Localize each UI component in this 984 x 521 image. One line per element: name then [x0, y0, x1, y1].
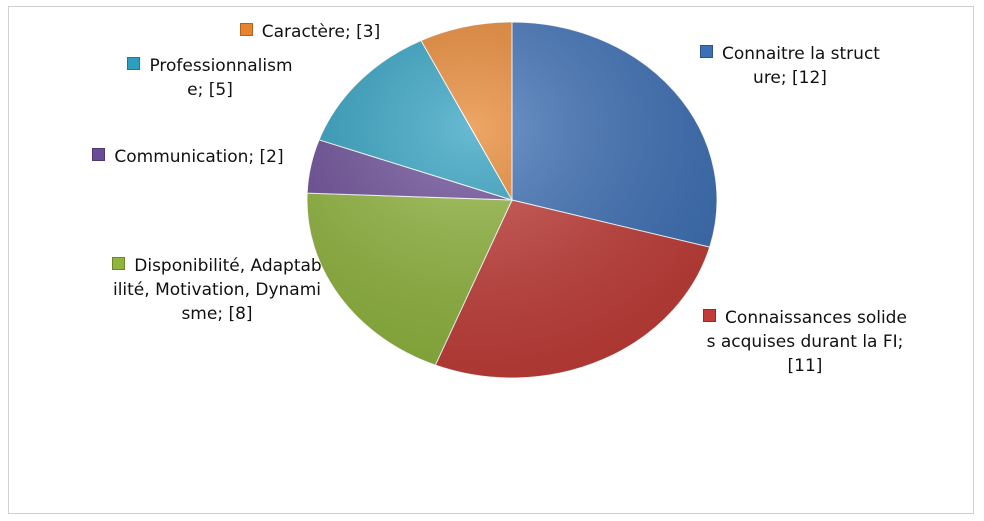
chart-frame	[8, 6, 974, 514]
data-label: Disponibilité, Adaptabilité, Motivation,…	[112, 254, 322, 326]
category-label: Connaitre la structure;	[722, 44, 880, 88]
data-label: Communication; [2]	[78, 145, 298, 169]
legend-swatch	[127, 57, 141, 70]
category-label: Disponibilité, Adaptabilité, Motivation,…	[112, 256, 322, 324]
value-label: [5]	[208, 80, 233, 100]
value-label: [3]	[356, 22, 381, 42]
legend-swatch	[92, 148, 106, 161]
category-label: Professionnalisme;	[149, 56, 293, 100]
value-label: [2]	[259, 147, 284, 167]
category-label: Connaissances solides acquises durant la…	[706, 308, 907, 352]
data-label: Connaitre la structure; [12]	[700, 42, 880, 90]
legend-swatch	[239, 23, 253, 36]
data-label: Caractère; [3]	[210, 20, 410, 44]
value-label: [11]	[787, 356, 823, 376]
legend-swatch	[112, 257, 126, 270]
legend-swatch	[703, 309, 717, 322]
value-label: [12]	[792, 68, 827, 88]
data-label: Professionnalisme; [5]	[120, 54, 300, 102]
legend-swatch	[700, 45, 714, 58]
category-label: Communication;	[114, 147, 255, 167]
value-label: [8]	[228, 304, 253, 324]
data-label: Connaissances solides acquises durant la…	[700, 306, 910, 378]
category-label: Caractère;	[261, 22, 351, 42]
